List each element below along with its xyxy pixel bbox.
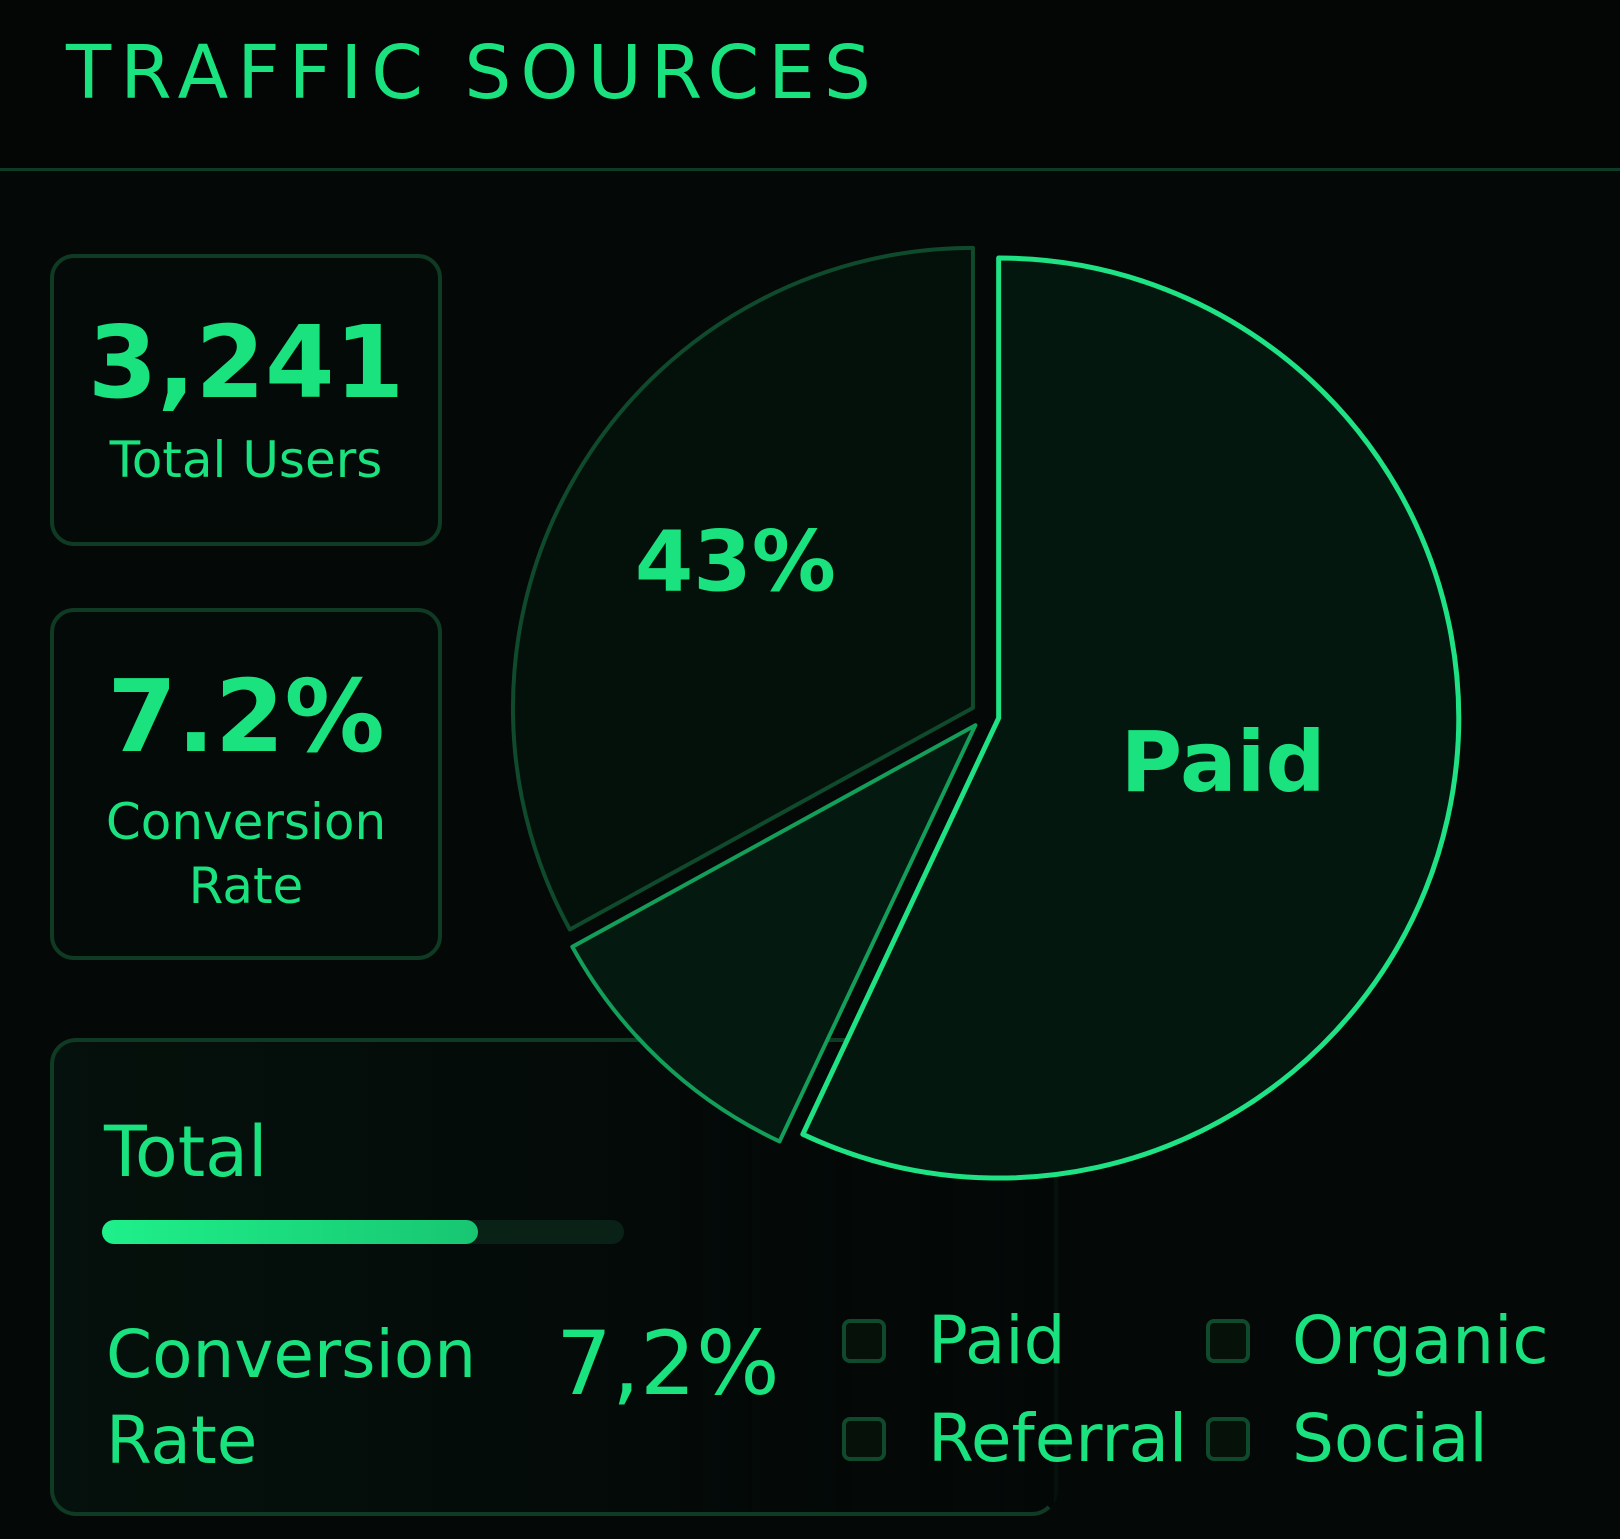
- total-users-value: 3,241: [87, 304, 405, 421]
- legend-item-paid[interactable]: Paid: [842, 1306, 1066, 1376]
- pie-slice-referral[interactable]: [570, 723, 978, 1144]
- conversion-rate-value: 7.2%: [107, 658, 385, 775]
- legend-checkbox-organic[interactable]: [1206, 1319, 1250, 1363]
- legend-checkbox-social[interactable]: [1206, 1417, 1250, 1461]
- legend-label-referral: Referral: [928, 1400, 1188, 1477]
- total-conversion-value: 7,2%: [556, 1312, 780, 1415]
- total-users-card: 3,241 Total Users: [50, 254, 442, 546]
- total-progress-fill: [102, 1220, 478, 1244]
- legend-item-organic[interactable]: Organic: [1206, 1306, 1549, 1376]
- pie-slice-paid[interactable]: [800, 255, 1462, 1181]
- legend-item-social[interactable]: Social: [1206, 1404, 1488, 1474]
- conversion-rate-card: 7.2% Conversion Rate: [50, 608, 442, 960]
- total-progress-bar: [102, 1220, 624, 1244]
- total-conversion-label: Conversion Rate: [106, 1316, 477, 1479]
- legend-item-referral[interactable]: Referral: [842, 1404, 1187, 1474]
- pie-slice-organic[interactable]: [510, 245, 975, 932]
- pie-label-paid: Paid: [1121, 713, 1326, 811]
- pie-label-organic: 43%: [635, 512, 836, 610]
- legend-label-social: Social: [1292, 1400, 1488, 1477]
- conversion-rate-label: Conversion Rate: [105, 793, 387, 915]
- pie-chart: Paid 43%: [480, 240, 1500, 1240]
- legend-label-organic: Organic: [1292, 1302, 1549, 1379]
- total-title: Total: [104, 1111, 268, 1193]
- pie-chart-svg: Paid 43%: [510, 245, 1462, 1181]
- legend-checkbox-referral[interactable]: [842, 1417, 886, 1461]
- legend-checkbox-paid[interactable]: [842, 1319, 886, 1363]
- total-users-label: Total Users: [109, 431, 383, 489]
- page-title: TRAFFIC SOURCES: [66, 30, 880, 116]
- header: TRAFFIC SOURCES: [0, 0, 1620, 171]
- legend-label-paid: Paid: [928, 1302, 1066, 1379]
